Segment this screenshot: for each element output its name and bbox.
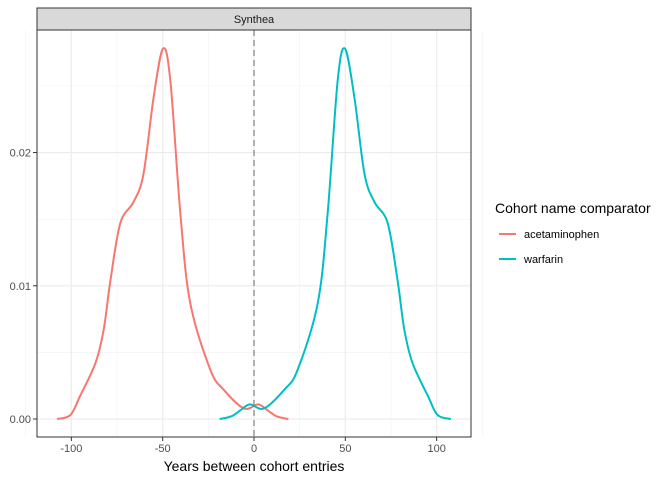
x-tick-label: 100 xyxy=(427,443,445,455)
series-lines xyxy=(56,47,452,420)
legend: acetaminophen warfarin xyxy=(499,229,599,266)
x-tick-label: -50 xyxy=(155,443,171,455)
density-line-acetaminophen xyxy=(56,47,289,420)
density-line-warfarin xyxy=(219,47,452,420)
y-tick-label: 0.02 xyxy=(10,148,31,160)
gridlines xyxy=(25,30,483,437)
y-tick-label: 0.00 xyxy=(10,414,31,426)
legend-label-acetaminophen: acetaminophen xyxy=(524,229,599,241)
facet-label: Synthea xyxy=(234,14,275,26)
y-tick-label: 0.01 xyxy=(10,281,31,293)
x-tick-label: 50 xyxy=(339,443,351,455)
x-tick-label: 0 xyxy=(251,443,257,455)
legend-title: Cohort name comparator xyxy=(495,200,651,216)
x-axis-label: Years between cohort entries xyxy=(164,458,345,474)
axes: -100 -50 0 50 100 0.00 0.01 0.02 xyxy=(10,148,446,455)
x-tick-label: -100 xyxy=(60,443,82,455)
legend-label-warfarin: warfarin xyxy=(523,254,563,266)
